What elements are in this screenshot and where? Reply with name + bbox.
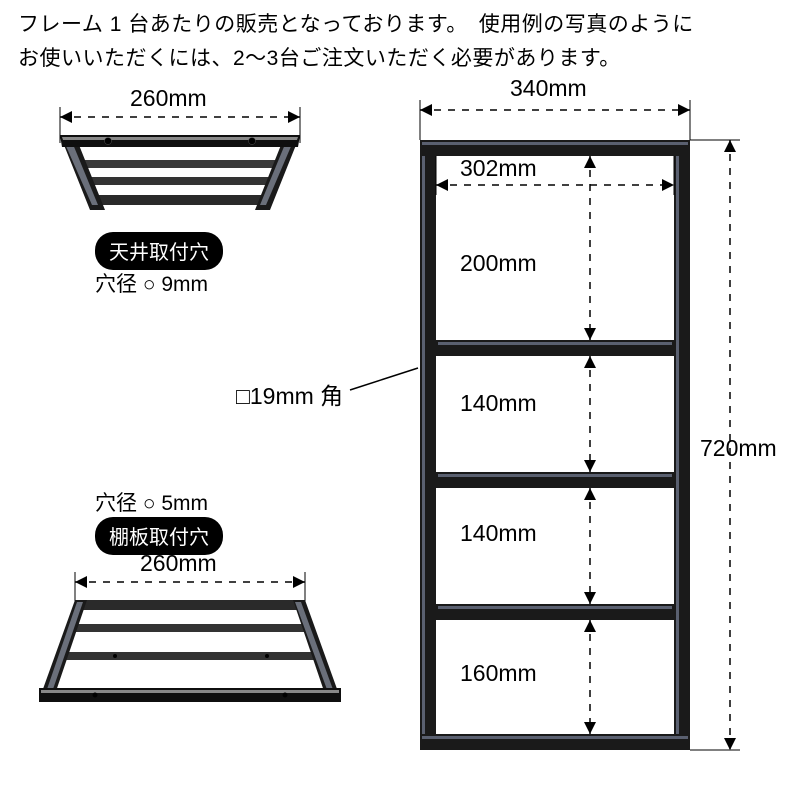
bottom-bracket-width: 260mm xyxy=(140,550,217,577)
diagram-stage: 340mm 302mm 200mm 140mm 140mm 160mm 720m… xyxy=(0,80,800,800)
shelf-hole-spec: 穴径 ○ 5mm xyxy=(95,487,208,517)
header-line2: お使いいただくには、2～3台ご注文いただく必要があります。 xyxy=(18,47,621,70)
header-text: フレーム 1 台あたりの販売となっております。 使用例の写真のように お使いいた… xyxy=(18,8,782,75)
bottom-bracket-svg xyxy=(0,80,800,800)
header-line1: フレーム 1 台あたりの販売となっております。 使用例の写真のように xyxy=(18,13,694,36)
